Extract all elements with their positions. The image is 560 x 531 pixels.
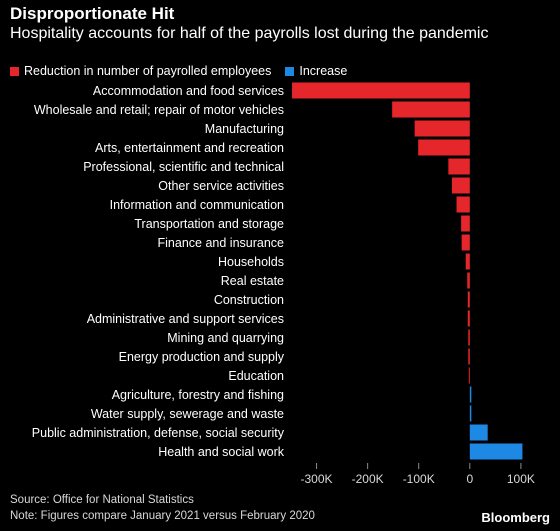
category-label-professional-scientific-and-technical: Professional, scientific and technical bbox=[83, 160, 284, 174]
category-label-accommodation-and-food-services: Accommodation and food services bbox=[93, 84, 284, 98]
x-tick-label: 0 bbox=[466, 472, 473, 486]
category-label-arts-entertainment-and-recreation: Arts, entertainment and recreation bbox=[95, 141, 284, 155]
category-label-real-estate: Real estate bbox=[221, 274, 284, 288]
bloomberg-logo: Bloomberg bbox=[481, 510, 550, 525]
bar-real-estate bbox=[467, 272, 470, 289]
category-label-information-and-communication: Information and communication bbox=[110, 198, 284, 212]
bar-other-service-activities bbox=[451, 177, 470, 194]
bar-manufacturing bbox=[414, 120, 470, 137]
bar-health-and-social-work bbox=[469, 443, 523, 460]
bar-arts-entertainment-and-recreation bbox=[418, 139, 470, 156]
legend-label-increase: Increase bbox=[299, 64, 348, 78]
category-label-energy-production-and-supply: Energy production and supply bbox=[119, 350, 285, 364]
legend-swatch-increase bbox=[285, 66, 295, 76]
bar-wholesale-and-retail-repair-of-motor-vehicles bbox=[392, 101, 470, 118]
bar-households bbox=[465, 253, 470, 270]
x-tick-label: -200K bbox=[352, 472, 384, 486]
source-note: Source: Office for National Statistics bbox=[10, 494, 194, 506]
bar-construction bbox=[467, 291, 470, 308]
x-tick-label: -100K bbox=[403, 472, 435, 486]
category-label-education: Education bbox=[228, 369, 284, 383]
category-label-public-administration-defense-social-security: Public administration, defense, social s… bbox=[32, 426, 285, 440]
bar-information-and-communication bbox=[456, 196, 470, 213]
bar-energy-production-and-supply bbox=[468, 348, 470, 365]
bar-public-administration-defense-social-security bbox=[469, 424, 488, 441]
legend-label-reduction: Reduction in number of payrolled employe… bbox=[24, 64, 272, 78]
footnote: Note: Figures compare January 2021 versu… bbox=[10, 510, 315, 522]
bar-agriculture-forestry-and-fishing bbox=[469, 386, 472, 403]
legend-item-increase: Increase bbox=[285, 64, 347, 78]
bar-transportation-and-storage bbox=[461, 215, 470, 232]
bar-professional-scientific-and-technical bbox=[448, 158, 470, 175]
bar-education bbox=[468, 367, 470, 384]
category-label-agriculture-forestry-and-fishing: Agriculture, forestry and fishing bbox=[112, 388, 284, 402]
bar-mining-and-quarrying bbox=[468, 329, 470, 346]
category-label-health-and-social-work: Health and social work bbox=[158, 445, 285, 459]
category-label-finance-and-insurance: Finance and insurance bbox=[158, 236, 285, 250]
x-tick-label: 100K bbox=[507, 472, 535, 486]
category-label-transportation-and-storage: Transportation and storage bbox=[134, 217, 284, 231]
category-label-administrative-and-support-services: Administrative and support services bbox=[87, 312, 284, 326]
category-label-water-supply-sewerage-and-waste: Water supply, sewerage and waste bbox=[91, 407, 284, 421]
x-tick-label: -300K bbox=[301, 472, 333, 486]
chart-subtitle: Hospitality accounts for half of the pay… bbox=[10, 25, 489, 42]
category-label-construction: Construction bbox=[214, 293, 284, 307]
category-label-wholesale-and-retail-repair-of-motor-vehicles: Wholesale and retail; repair of motor ve… bbox=[34, 103, 284, 117]
category-label-manufacturing: Manufacturing bbox=[205, 122, 284, 136]
legend-swatch-reduction bbox=[10, 66, 19, 76]
category-label-other-service-activities: Other service activities bbox=[158, 179, 284, 193]
bar-administrative-and-support-services bbox=[467, 310, 470, 327]
bar-water-supply-sewerage-and-waste bbox=[469, 405, 472, 422]
legend: Reduction in number of payrolled employe… bbox=[10, 64, 361, 78]
bar-finance-and-insurance bbox=[461, 234, 470, 251]
bar-accommodation-and-food-services bbox=[292, 82, 470, 99]
category-label-households: Households bbox=[218, 255, 284, 269]
category-label-mining-and-quarrying: Mining and quarrying bbox=[167, 331, 284, 345]
legend-item-reduction: Reduction in number of payrolled employe… bbox=[10, 64, 271, 78]
chart-title: Disproportionate Hit bbox=[10, 4, 175, 23]
